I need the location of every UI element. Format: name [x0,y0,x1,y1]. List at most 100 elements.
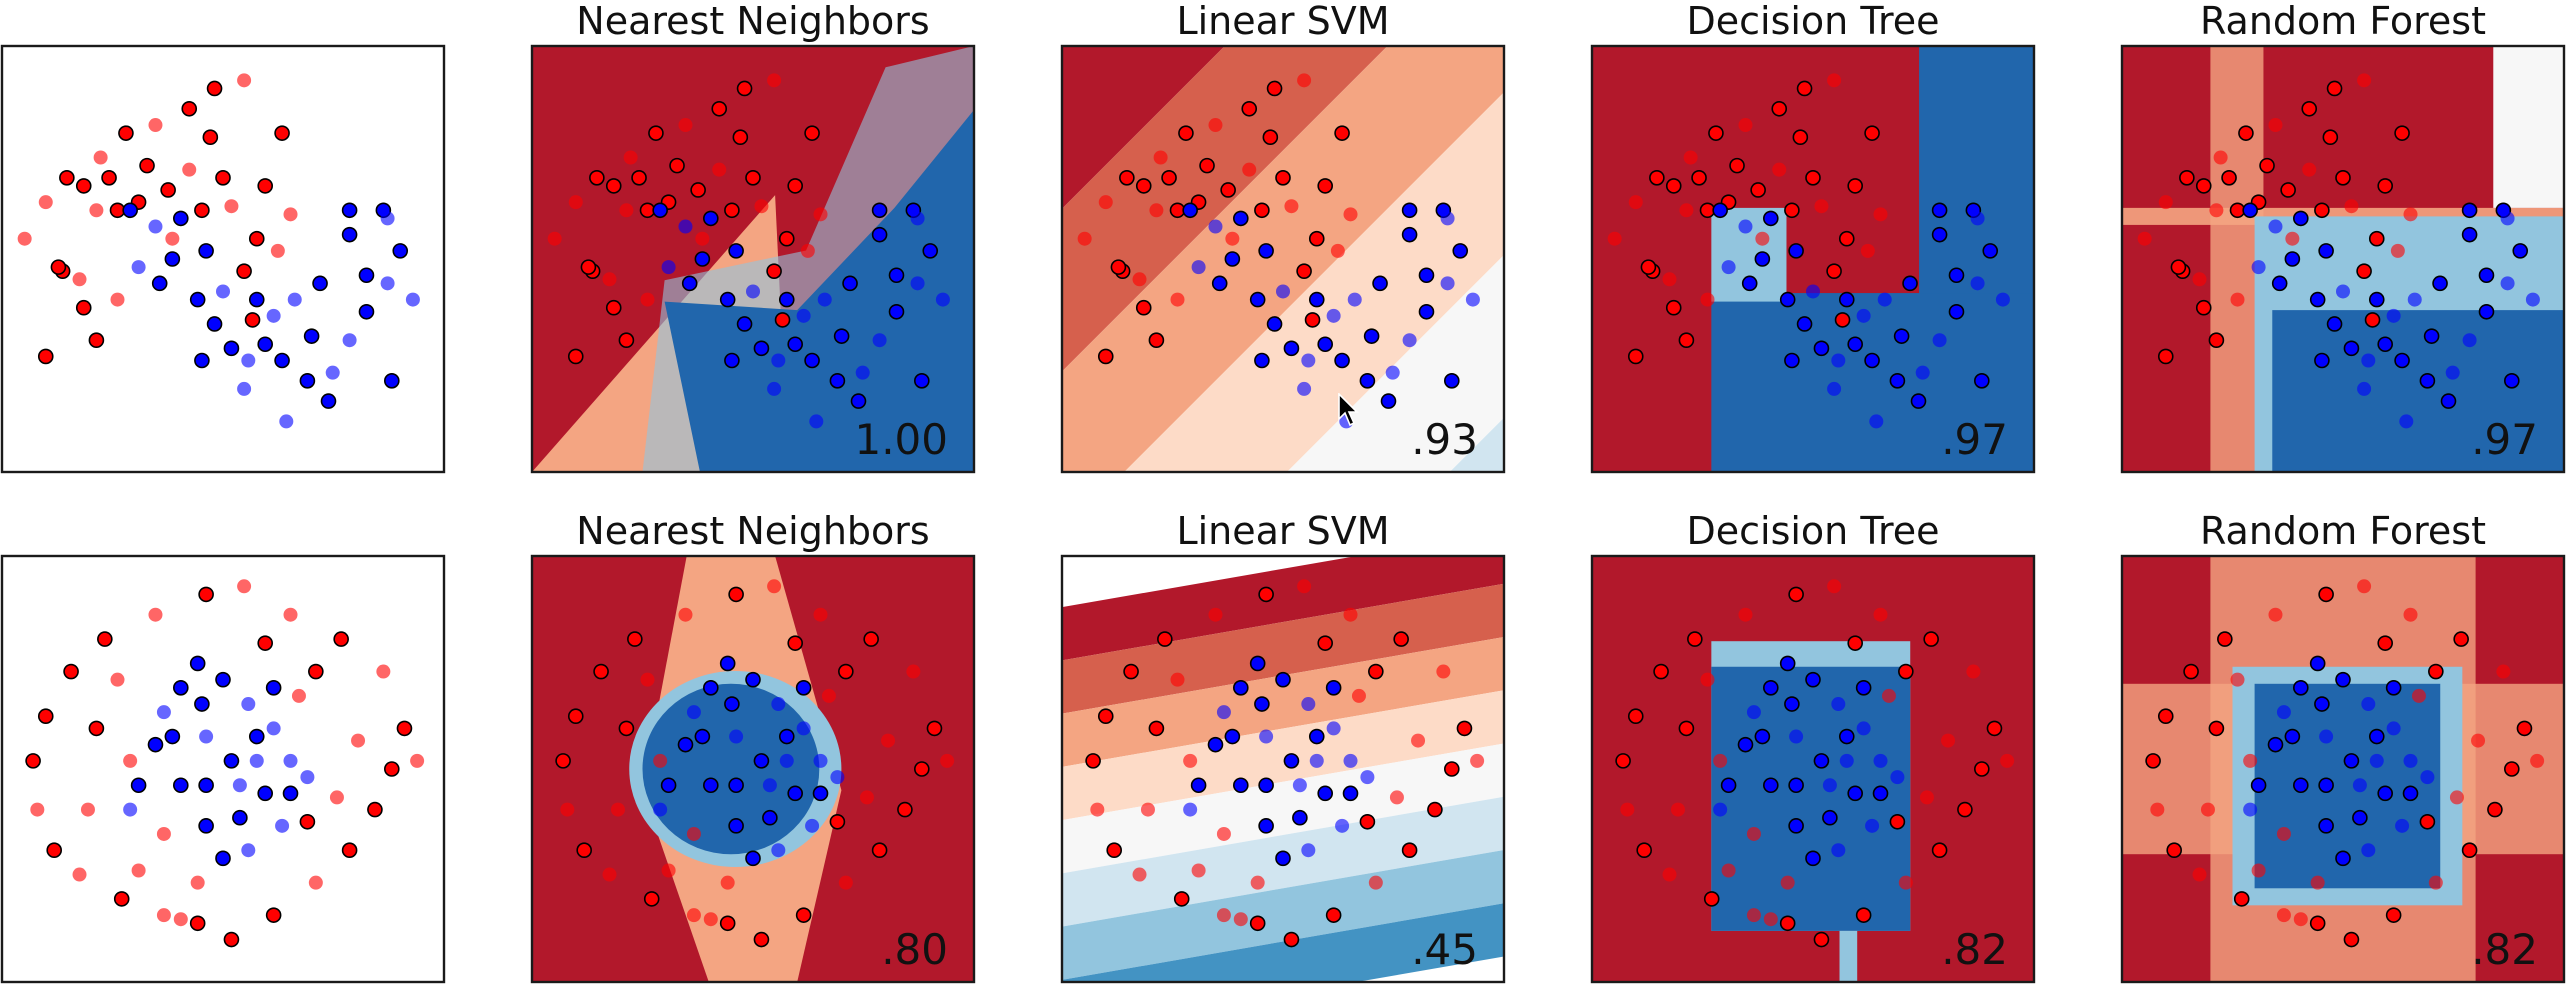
red-point [1649,170,1665,186]
red-point [72,272,87,287]
blue-point [1359,372,1376,389]
red-point [745,170,761,186]
blue-point [1869,414,1884,429]
blue-point [1190,777,1207,794]
blue-point [279,414,294,429]
blue-point [342,333,357,348]
blue-point [2369,753,2384,768]
blue-point [842,275,858,292]
blue-point [194,352,210,369]
blue-point [2361,353,2376,368]
blue-point [888,303,905,320]
red-point [1368,875,1383,890]
blue-point [216,284,230,299]
red-point [37,708,54,725]
red-point [101,170,117,186]
red-point [1729,157,1745,174]
red-point [838,875,853,890]
blue-point [1308,728,1325,745]
red-point [724,202,740,219]
blue-point [795,679,812,696]
blue-point [1805,850,1821,867]
blue-point [1737,736,1754,753]
red-point [2268,607,2283,622]
red-point [871,842,888,859]
blue-point [299,372,316,389]
blue-point [935,292,950,307]
blue-point [151,275,168,292]
blue-point [778,728,795,745]
red-point [2285,231,2300,246]
red-point [160,182,176,198]
red-point [1110,259,1127,275]
blue-point [215,671,231,688]
red-point [1931,842,1948,859]
blue-point [1872,785,1889,802]
red-point [602,272,617,287]
red-point [2357,73,2372,88]
red-point [1106,842,1122,859]
red-point [1470,753,1485,768]
blue-point [1283,753,1300,769]
red-point [156,826,171,841]
blue-point [1948,267,1965,284]
blue-point [303,328,320,344]
blue-point [2336,284,2350,299]
axes-frame [1590,554,2036,984]
red-point [2461,842,2478,859]
blue-point [719,655,736,672]
red-point [560,802,575,817]
blue-point [2284,251,2301,267]
blue-point [1779,655,1796,672]
red-point [37,348,54,365]
blue-point [653,802,668,817]
red-point [1838,230,1855,247]
red-point [2150,802,2165,817]
scatter-points [555,579,955,948]
blue-point [1465,292,1480,307]
blue-point [1741,275,1758,292]
red-point [1135,178,1152,194]
red-point [2344,199,2359,214]
red-point [2496,664,2511,679]
blue-point [817,292,832,307]
red-point [859,790,874,805]
red-point [410,753,425,768]
red-point [2449,790,2464,805]
blue-point [1974,372,1990,389]
red-point [1183,753,1198,768]
red-point [283,607,298,622]
red-point [1308,230,1325,247]
red-point [2230,292,2245,307]
blue-point [2432,275,2448,292]
blue-point [1297,381,1312,396]
blue-point [148,219,163,234]
red-point [1826,263,1842,279]
red-point [198,586,214,603]
blue-point [1763,679,1779,696]
red-point [2377,635,2393,651]
blue-point [2267,736,2284,753]
scatter-points [1085,579,1485,948]
blue-point [1877,292,1892,307]
red-point [396,720,413,737]
blue-point [249,753,264,768]
blue-point [1910,393,1927,409]
red-point [1628,195,1643,210]
red-point [190,875,205,890]
blue-point [729,729,744,744]
scatter-points [2137,73,2540,429]
red-point [589,170,605,186]
red-point [813,207,828,222]
red-point [75,299,92,316]
blue-point [2395,818,2410,833]
blue-point [2419,372,2436,389]
red-point [754,199,769,214]
red-point [2195,178,2212,194]
blue-point [2377,785,2393,802]
red-point [72,867,87,882]
blue-point [2500,276,2515,291]
blue-point [1995,292,2010,307]
blue-point [241,353,256,368]
blue-point [1788,243,1804,259]
